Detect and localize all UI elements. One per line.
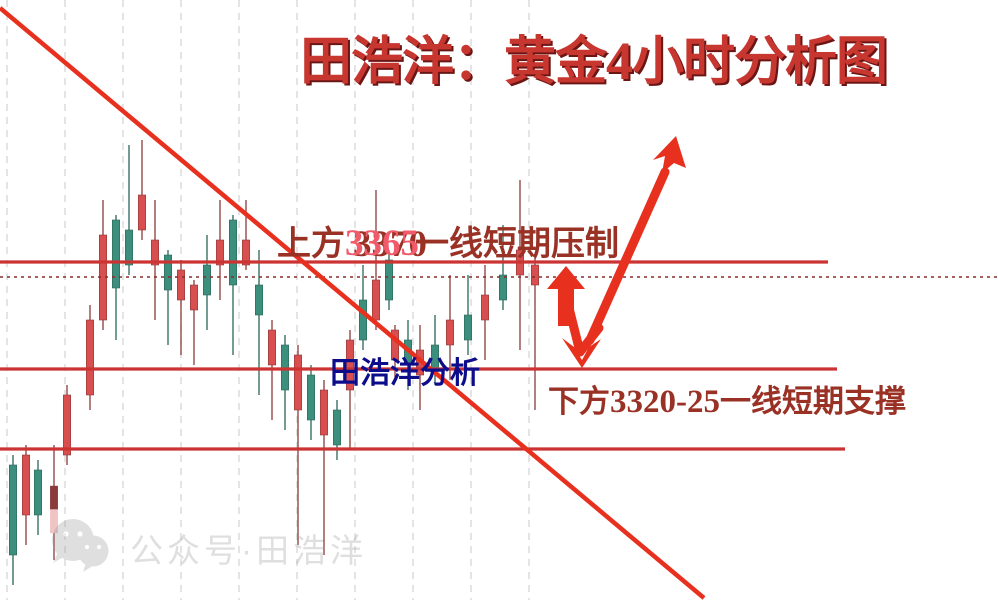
svg-text:公众号·田浩洋: 公众号·田浩洋 [130,532,367,569]
svg-text:一线短期压制: 一线短期压制 [415,225,619,263]
svg-text:3365: 3365 [345,223,419,264]
svg-text:上方: 上方 [277,225,345,263]
svg-text:下方3320-25一线短期支撑: 下方3320-25一线短期支撑 [548,384,906,420]
svg-text:田浩洋：黄金4小时分析图: 田浩洋：黄金4小时分析图 [300,31,887,91]
svg-text:田浩洋分析: 田浩洋分析 [330,357,480,390]
